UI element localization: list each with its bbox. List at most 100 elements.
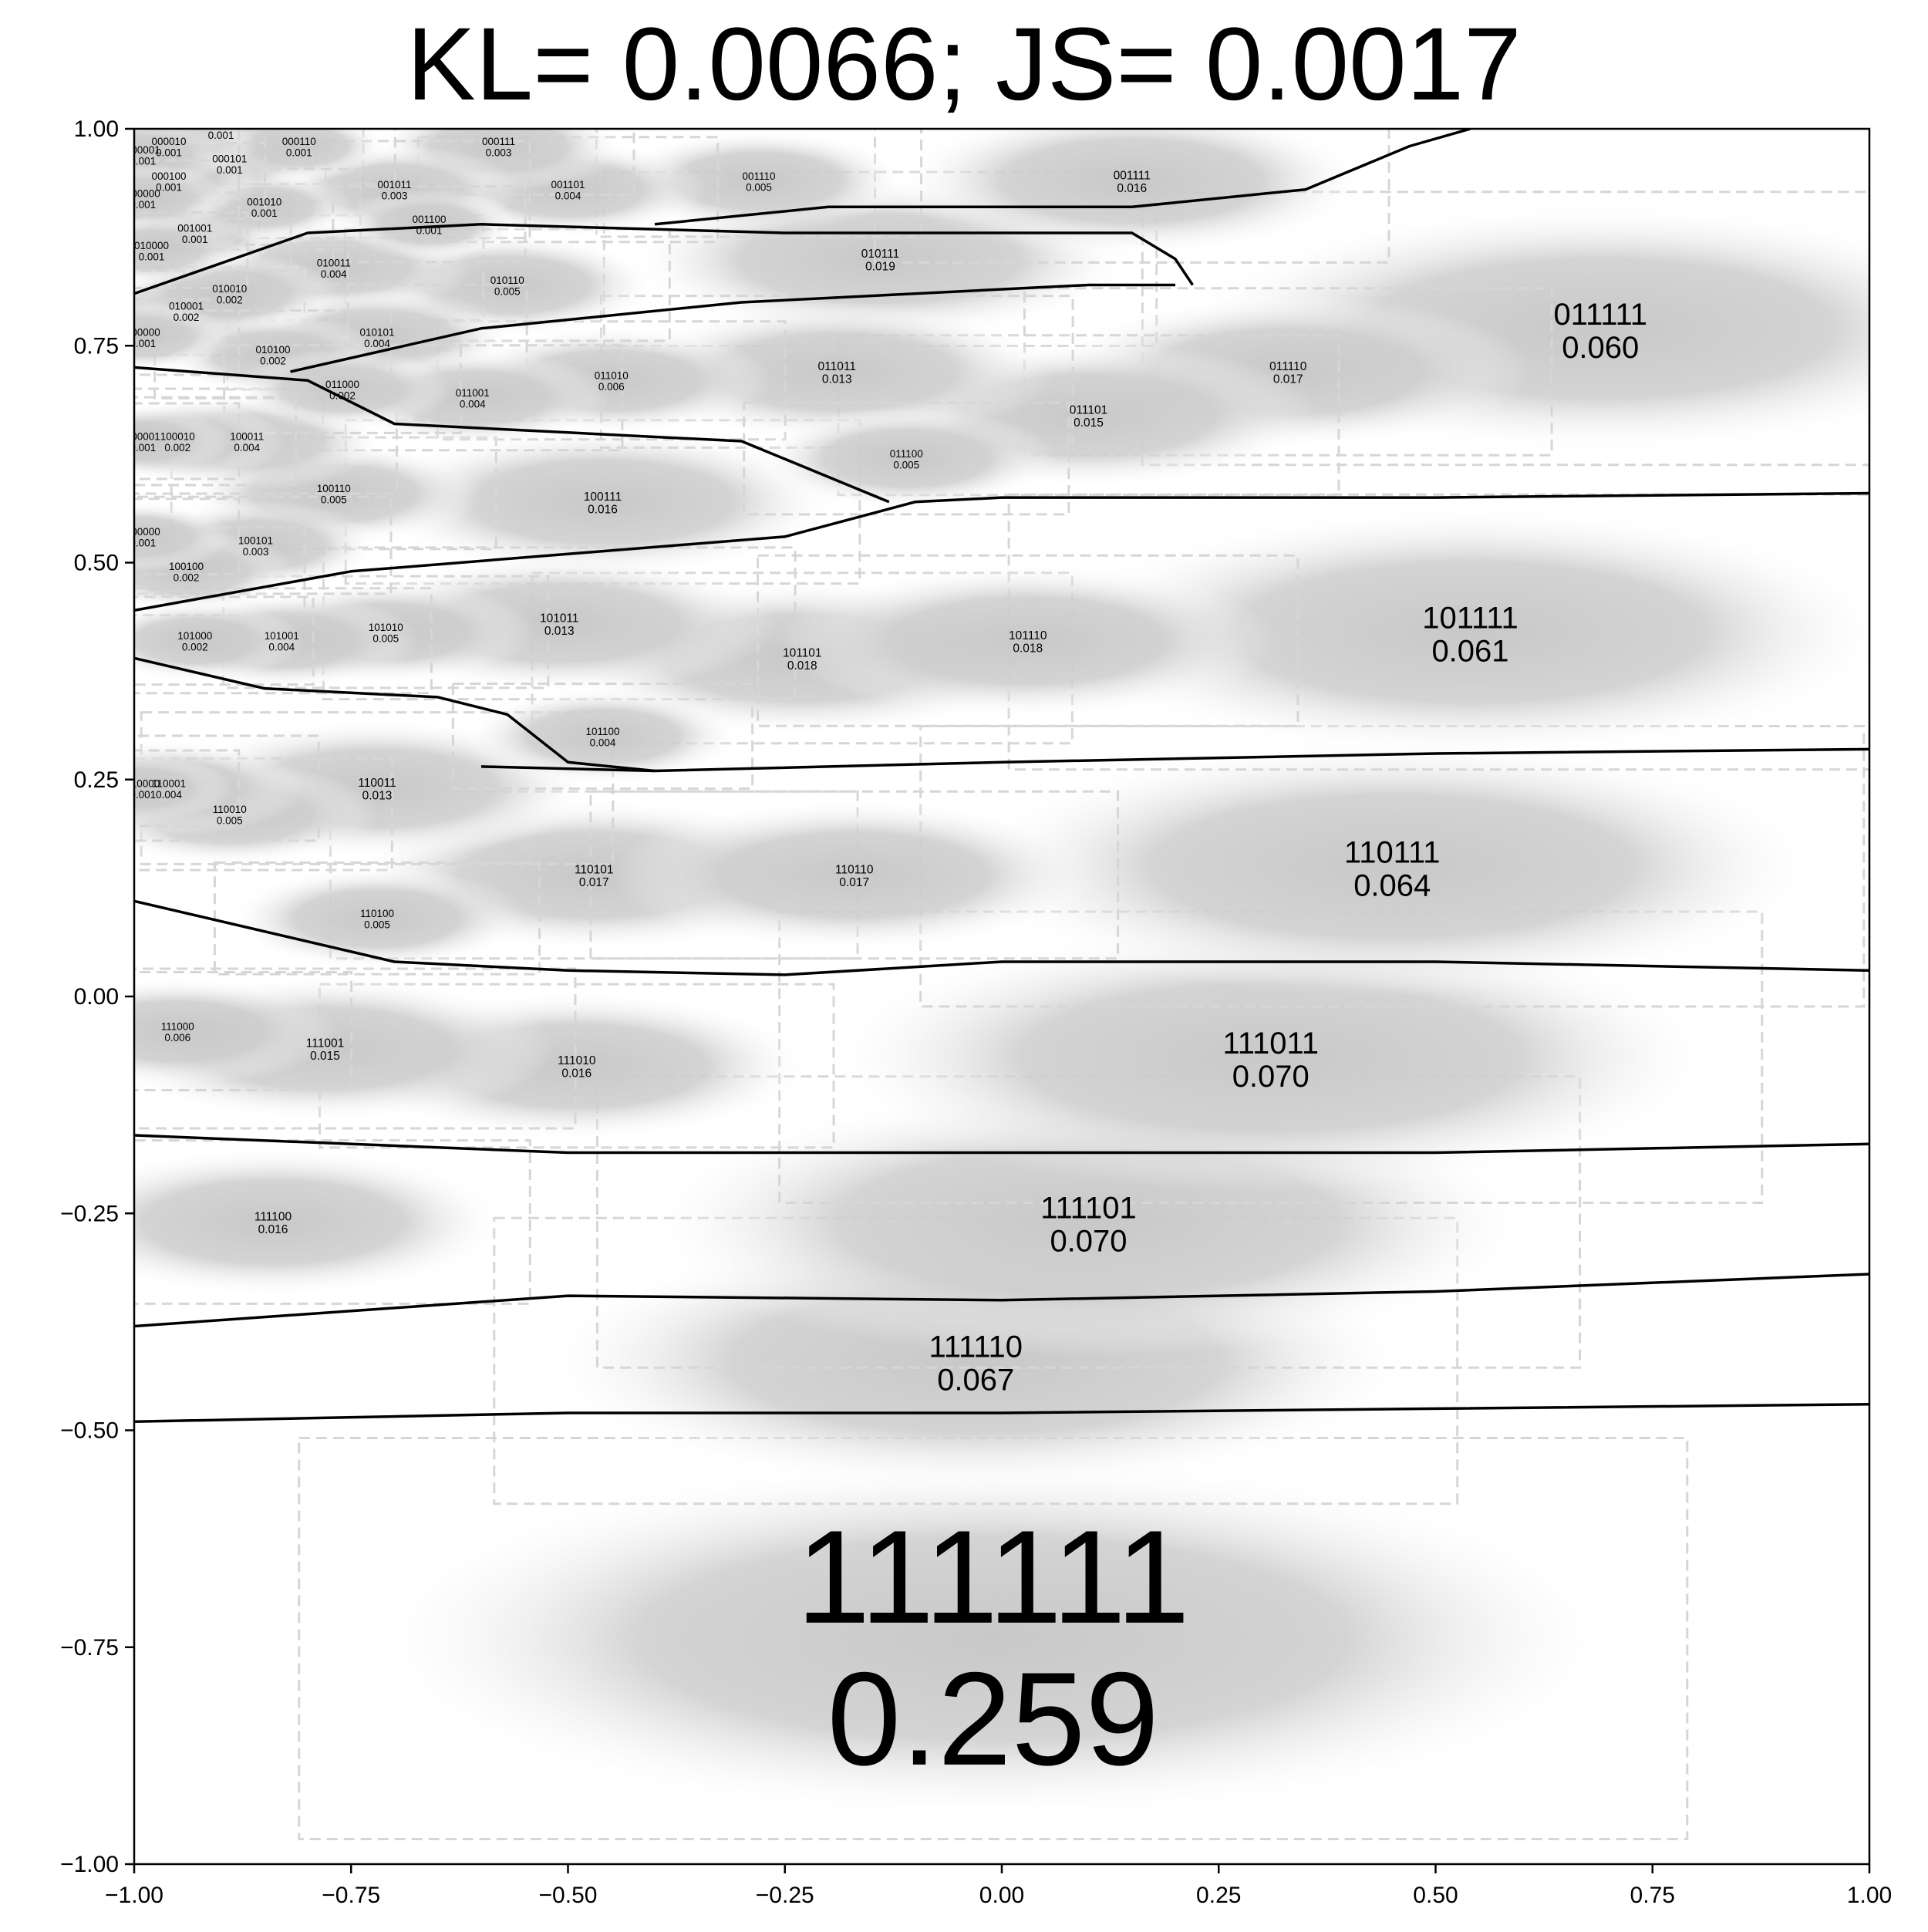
cell-code-label: 111011 [1222,1027,1319,1060]
cell-value-label: 0.061 [1431,635,1508,669]
cell-box [1023,287,1553,457]
cell-code-label: 100101 [238,534,273,546]
cell-code-label: 000100 [151,170,186,182]
cell-value-label: 0.016 [258,1223,288,1236]
cell-box [589,790,1120,960]
cell-value-label: 0.013 [544,625,575,638]
cell-density [134,600,304,682]
y-tick-label: −0.50 [60,1418,119,1444]
density-layer [134,129,1869,1840]
partition-boundary [134,223,1194,295]
cell-box [134,298,241,376]
cell-value-label: 0.003 [486,147,512,158]
cell-value-label: 0.016 [1117,182,1147,195]
cell-value-label: 0.064 [1353,868,1431,902]
cell-code-label: 100100 [169,561,204,572]
cell-box [743,401,1070,516]
cell-value-label: 0.005 [746,181,772,193]
cell-code-label: 001110 [742,170,775,182]
cell-value-label: 0.018 [787,659,817,673]
label-layer: 1111110.2591111100.0671111010.0701110110… [126,129,1647,1793]
cell-box [134,749,241,828]
cell-code-label: 111000 [161,1020,194,1032]
boundary-layer [134,129,1869,1424]
x-tick-label: −0.50 [539,1883,598,1908]
cell-box [213,861,541,976]
cell-value-label: 0.070 [1232,1060,1309,1094]
cell-value-label: 0.001 [286,147,312,158]
cell-value-label: 0.017 [1273,373,1303,386]
cell-value-label: 0.018 [1013,642,1043,655]
cell-density [233,349,452,430]
cell-density [895,129,1369,256]
cell-code-label: 010110 [490,275,524,286]
cell-value-label: 0.001 [130,199,156,211]
cell-value-label: 0.016 [588,503,618,516]
cell-code-label: 011011 [818,360,856,373]
cell-code-label: 110111 [1344,835,1441,869]
cell-code-label: 110101 [575,864,614,877]
cell-value-label: 0.001 [130,538,156,549]
cell-box [595,1075,1582,1369]
cell-density [134,302,231,373]
cell-value-label: 0.003 [382,191,408,202]
cell-box [134,497,241,576]
cell-density [134,163,231,234]
x-tick-label: 1.00 [1847,1883,1892,1908]
cell-value-label: 0.002 [182,642,208,653]
cell-value-label: 0.013 [822,373,852,386]
cell-code-label: 001001 [177,222,212,234]
cell-code-label: 000110 [282,136,316,147]
cell-value-label: 0.016 [561,1067,592,1081]
cell-value-label: 0.013 [362,790,393,803]
cell-code-label: 010000 [134,240,169,251]
x-tick-label: 0.00 [979,1883,1024,1908]
cell-code-label: 100110 [317,483,351,494]
cell-value-label: 0.004 [234,442,260,453]
cell-code-label: 010010 [212,283,247,295]
cell-density [134,976,338,1086]
partition-boundary [654,129,1471,226]
cell-density [228,867,527,970]
cell-value-label: 0.017 [579,876,609,889]
x-tick-label: 0.50 [1413,1883,1458,1908]
x-tick-label: −0.25 [756,1883,814,1908]
cell-value-label: 0.001 [208,130,234,141]
cell-code-label: 000001 [126,144,160,156]
cell-code-label: 011001 [456,387,490,399]
cell-code-label: 111110 [929,1330,1023,1364]
cell-code-label: 011010 [595,370,629,382]
cell-value-label: 0.005 [321,494,347,505]
cell-box [134,595,315,686]
cell-value-label: 0.001 [130,156,156,167]
cell-code-label: 010001 [169,301,204,312]
partition-boundary [134,899,1869,976]
cell-value-label: 0.005 [372,632,399,644]
cell-code-label: 100111 [584,491,622,504]
cell-value-label: 0.015 [310,1050,340,1063]
cell-value-label: 0.002 [217,295,243,306]
cell-value-label: 0.004 [590,737,616,748]
cell-code-label: 011111 [1553,298,1647,332]
cell-code-label: 011000 [325,379,359,390]
cell-code-label: 110100 [360,908,394,919]
cell-value-label: 0.005 [494,285,521,297]
cell-code-label: 100000 [126,526,160,538]
cell-code-label: 101000 [177,630,212,642]
partition-boundary [134,366,890,504]
cell-code-label: 110000 [126,777,160,789]
cell-density [779,562,1276,720]
y-tick-label: 1.00 [74,116,119,142]
cell-density [366,427,840,578]
y-tick-label: 0.25 [74,767,119,793]
cell-value-label: 0.001 [156,181,182,193]
cell-code-label: 111100 [254,1211,292,1224]
x-tick-label: −0.75 [322,1883,380,1908]
cell-density [134,406,231,477]
cell-value-label: 0.006 [164,1032,190,1044]
cell-code-label: 010011 [317,257,351,268]
cell-code-label: 011101 [1070,403,1107,416]
x-tick-label: 0.75 [1630,1883,1675,1908]
partition-boundary [134,1403,1869,1424]
cell-density [134,1147,510,1297]
